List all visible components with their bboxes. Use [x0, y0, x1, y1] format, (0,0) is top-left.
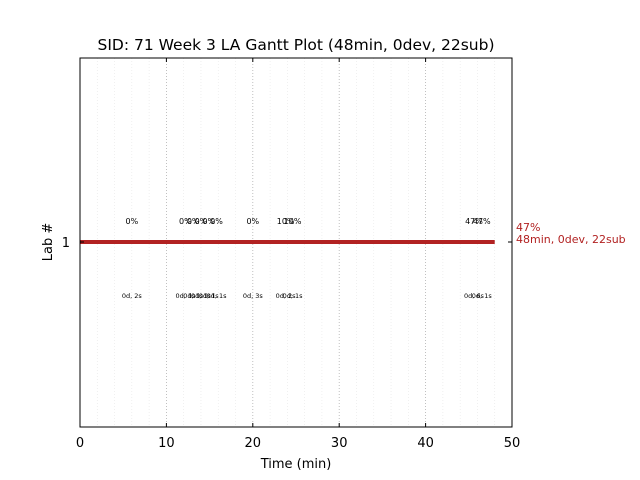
submission-score-label: 0% — [187, 217, 200, 226]
submission-detail-label: 0d, 1s — [472, 292, 493, 300]
chart-title: SID: 71 Week 3 LA Gantt Plot (48min, 0de… — [97, 36, 494, 54]
submission-score-label: 0% — [179, 217, 192, 226]
end-labels: 47%48min, 0dev, 22sub — [516, 221, 626, 246]
submission-detail-label: 0d, 2s — [122, 292, 143, 300]
x-tick-label: 10 — [158, 436, 175, 451]
submission-detail-label: 0d, 1s — [207, 292, 228, 300]
submission-score-label: 47% — [473, 217, 491, 226]
x-tick-label: 0 — [76, 436, 84, 451]
annotations-layer: 0% 0d, 2s 0% 0d, 1s 0% 0d, 1s 0% 0d, 1s 0% 0d, 1s… — [122, 217, 492, 300]
submission-score-label: 47% — [465, 217, 483, 226]
submission-score-label: 0% — [195, 217, 208, 226]
x-axis-ticks: 0 10 20 30 40 50 — [76, 58, 520, 451]
submission-score-label: 0% — [125, 217, 138, 226]
submission-detail-label: 0d, 2s — [276, 292, 297, 300]
submission-score-label: 0% — [210, 217, 223, 226]
y-axis-ticks: 1 — [62, 236, 512, 251]
submission-score-label: 10% — [277, 217, 295, 226]
end-label-percent: 47% — [516, 221, 540, 234]
y-axis-label: Lab # — [41, 223, 56, 262]
x-axis-label: Time (min) — [260, 457, 332, 472]
submission-detail-label: 0d, 1s — [183, 292, 204, 300]
y-tick-label: 1 — [62, 236, 70, 251]
x-tick-label: 30 — [331, 436, 348, 451]
submission-detail-label: 0d, 3s — [243, 292, 264, 300]
submission-detail-label: 0d, 1s — [191, 292, 212, 300]
x-tick-label: 40 — [417, 436, 434, 451]
end-label-summary: 48min, 0dev, 22sub — [516, 233, 626, 246]
submission-score-label: 10% — [284, 217, 302, 226]
x-tick-label: 50 — [504, 436, 521, 451]
submission-detail-label: 0d, 1s — [175, 292, 196, 300]
x-tick-label: 20 — [245, 436, 262, 451]
submission-score-label: 0% — [202, 217, 215, 226]
submission-detail-label: 0d, 6s — [464, 292, 485, 300]
submission-detail-label: 0d, 1s — [283, 292, 304, 300]
submission-detail-label: 0d, 1s — [199, 292, 220, 300]
submission-score-label: 0% — [246, 217, 259, 226]
